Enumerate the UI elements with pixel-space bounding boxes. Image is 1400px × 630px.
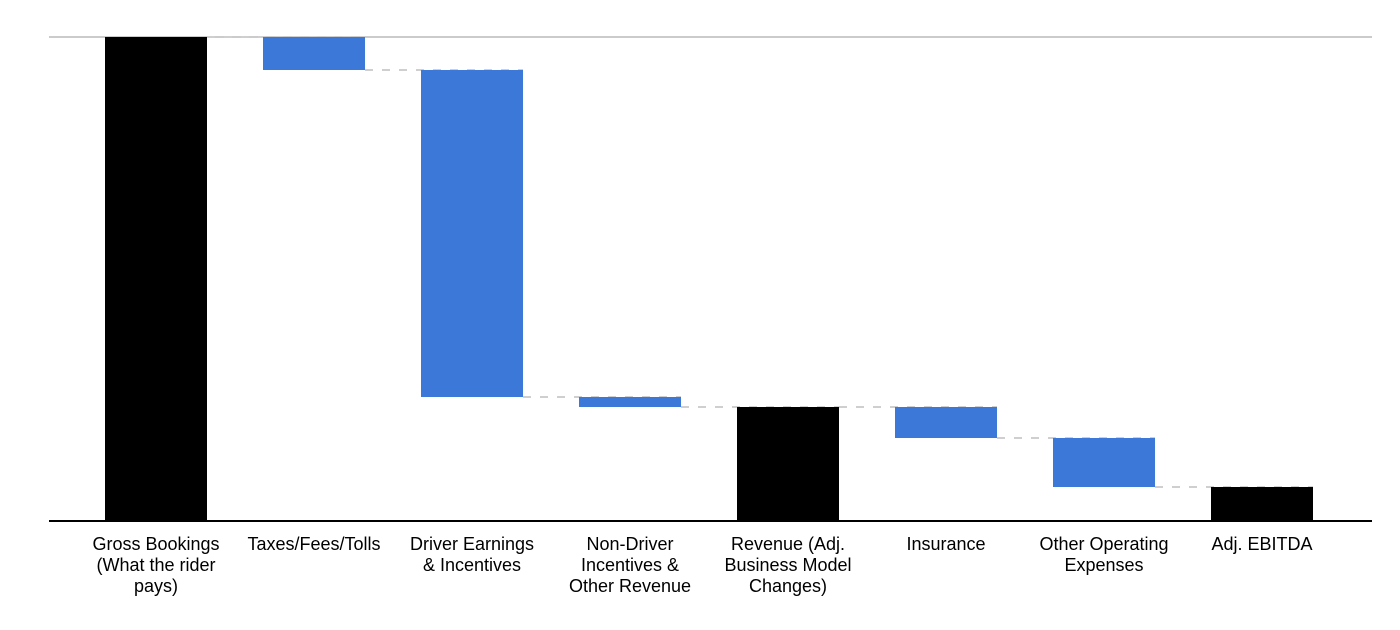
x-label-non-driver-incentives-other-revenue: Non-Driver Incentives & Other Revenue — [551, 534, 709, 597]
x-label-line: Other Revenue — [568, 576, 692, 596]
bar-driver-earnings-incentives — [421, 69, 523, 398]
bar-taxes-fees-tolls — [263, 37, 365, 70]
x-label-line: (What the rider — [96, 555, 216, 575]
x-label-line: Changes) — [748, 576, 828, 596]
bar-other-operating-expenses — [1053, 437, 1155, 487]
x-label-line: Incentives & — [580, 555, 680, 575]
x-label-driver-earnings-incentives: Driver Earnings & Incentives — [393, 534, 551, 576]
bar-non-driver-incentives-other-revenue — [579, 397, 681, 407]
x-label-line: Taxes/Fees/Tolls — [247, 534, 381, 554]
x-label-line: Non-Driver — [586, 534, 674, 554]
x-label-line: pays) — [133, 576, 178, 596]
x-label-taxes-fees-tolls: Taxes/Fees/Tolls — [235, 534, 393, 555]
x-label-line: Business Model — [724, 555, 852, 575]
x-label-line: Insurance — [906, 534, 986, 554]
bar-gross-bookings-what-the-rider-pays — [105, 37, 207, 521]
x-label-line: Gross Bookings — [92, 534, 220, 554]
x-label-adj-ebitda: Adj. EBITDA — [1183, 534, 1341, 555]
bar-revenue-adj-business-model-changes — [737, 406, 839, 521]
x-label-line: Expenses — [1064, 555, 1144, 575]
x-label-line: & Incentives — [422, 555, 522, 575]
x-label-line: Adj. EBITDA — [1211, 534, 1313, 554]
x-label-other-operating-expenses: Other Operating Expenses — [1025, 534, 1183, 576]
x-axis-line — [49, 520, 1372, 522]
bar-adj-ebitda — [1211, 486, 1313, 521]
bar-insurance — [895, 406, 997, 438]
x-label-gross-bookings-what-the-rider-pays: Gross Bookings (What the rider pays) — [77, 534, 235, 597]
x-label-insurance: Insurance — [867, 534, 1025, 555]
x-label-line: Driver Earnings — [409, 534, 535, 554]
x-label-line: Other Operating — [1039, 534, 1169, 554]
x-label-revenue-adj-business-model-changes: Revenue (Adj. Business Model Changes) — [709, 534, 867, 597]
top-gridline — [49, 36, 1372, 38]
x-label-line: Revenue (Adj. — [730, 534, 846, 554]
